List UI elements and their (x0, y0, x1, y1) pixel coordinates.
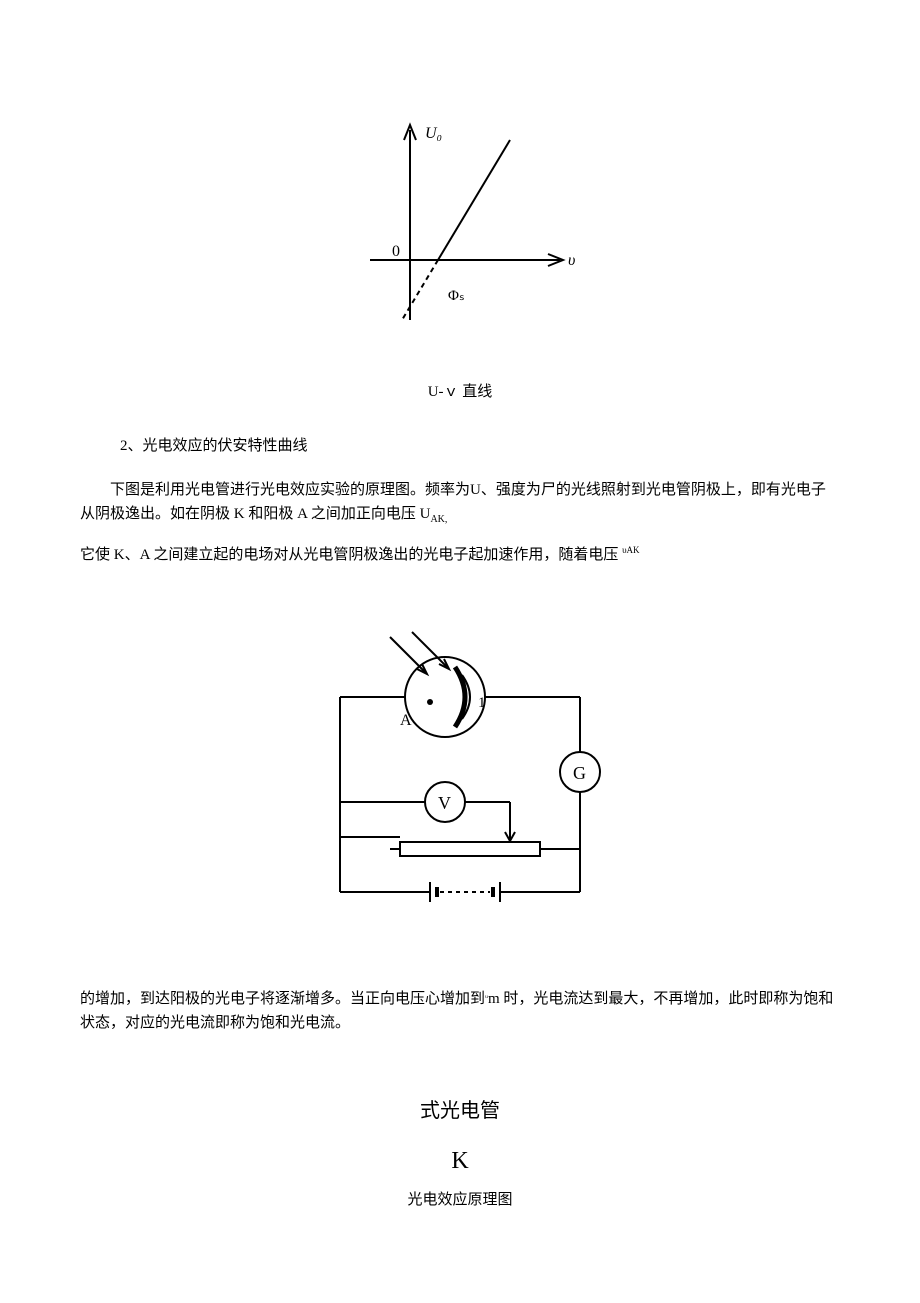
circuit-label-g: G (573, 763, 586, 783)
y-axis-label: U₀ (425, 125, 442, 142)
phi-label: Φₛ (448, 288, 465, 304)
para1-sub: AK, (430, 514, 447, 525)
circuit-label-k: 1 (478, 695, 486, 711)
bottom-text-3: 光电效应原理图 (80, 1188, 840, 1212)
uv-graph-container: U₀ 0 υ Φₛ (80, 100, 840, 360)
circuit-container: A 1 G V (80, 627, 840, 937)
circuit-label-a: A (400, 712, 412, 729)
origin-label: 0 (392, 243, 400, 260)
circuit-svg: A 1 G V (300, 627, 620, 937)
uv-graph-svg: U₀ 0 υ Φₛ (330, 100, 590, 360)
paragraph-1: 下图是利用光电管进行光电效应实验的原理图。频率为U、强度为尸的光线照射到光电管阴… (80, 478, 840, 528)
para2-sup: υAK (622, 545, 639, 555)
x-axis-label: υ (568, 252, 575, 269)
paragraph-2: 它使 K、A 之间建立起的电场对从光电管阴极逸出的光电子起加速作用，随着电压 υ… (80, 543, 840, 567)
para2-text: 它使 K、A 之间建立起的电场对从光电管阴极逸出的光电子起加速作用，随着电压 (80, 547, 622, 563)
section-heading: 2、光电效应的伏安特性曲线 (120, 434, 840, 458)
bottom-labels: 式光电管 K 光电效应原理图 (80, 1095, 840, 1212)
para1-text: 下图是利用光电管进行光电效应实验的原理图。频率为U、强度为尸的光线照射到光电管阴… (80, 482, 826, 522)
circuit-label-v: V (438, 793, 451, 813)
bottom-text-1: 式光电管 (80, 1095, 840, 1127)
bottom-text-2: K (80, 1142, 840, 1180)
paragraph-3: 的增加，到达阳极的光电子将逐渐增多。当正向电压心增加到ᵤm 时，光电流达到最大，… (80, 987, 840, 1035)
uv-caption: U-ｖ 直线 (80, 380, 840, 404)
para3-text1: 的增加，到达阳极的光电子将逐渐增多。当正向电压心增加到 (80, 991, 485, 1007)
